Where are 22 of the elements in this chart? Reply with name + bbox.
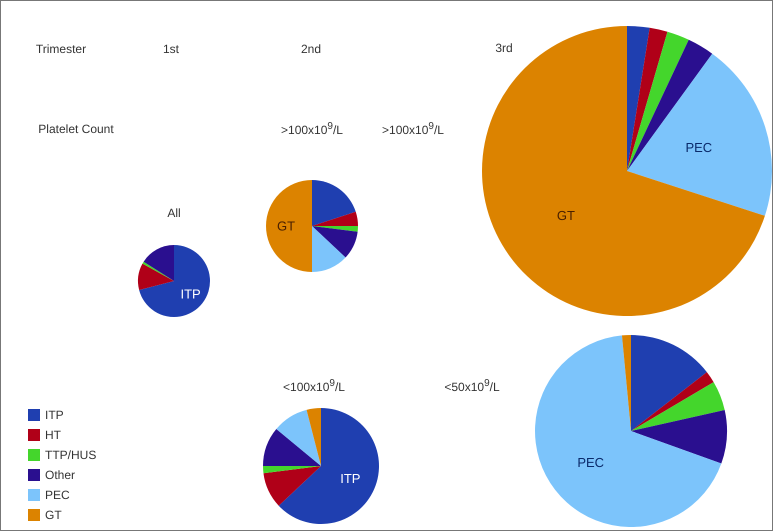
text: 3rd <box>495 41 513 55</box>
slice-label: GT <box>276 218 296 234</box>
chart-title: <100x10$^{9}$/L <box>283 378 345 394</box>
legend-label: HT <box>45 428 62 442</box>
chart-subtitle: 1st <box>162 42 180 56</box>
slice-label: ITP <box>180 286 201 302</box>
text: Platelet Count <box>38 122 114 136</box>
slice-label: PEC <box>577 454 604 470</box>
chart-subtitle: 2nd <box>300 42 322 56</box>
slice-label: GT <box>556 208 575 223</box>
slice-label: PEC <box>685 140 712 156</box>
legend-label: Other <box>45 468 76 482</box>
legend-label: TTP/HUS <box>45 448 96 462</box>
legend-label: PEC <box>45 488 70 502</box>
text: Trimester <box>36 42 86 56</box>
legend-label: GT <box>45 508 62 522</box>
text: >100x10$^{9}$/L <box>382 121 444 137</box>
chart-title: >100x10$^{9}$/L <box>281 121 343 137</box>
text: <50x10$^{9}$/L <box>444 378 500 394</box>
chart-title: All <box>167 206 181 220</box>
slice-label: ITP <box>340 471 360 486</box>
legend-label: ITP <box>45 408 64 422</box>
